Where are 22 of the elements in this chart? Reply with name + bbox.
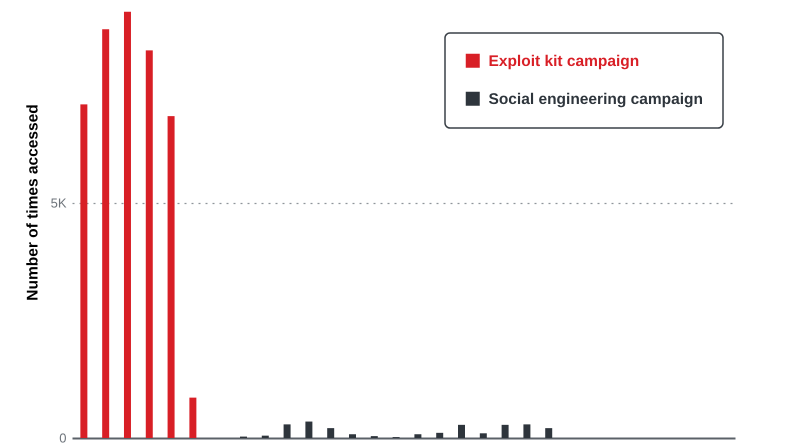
- bar: [284, 424, 291, 438]
- y-tick-label: 5K: [50, 196, 67, 211]
- bar: [124, 12, 131, 438]
- bar: [327, 428, 334, 438]
- bar: [523, 424, 530, 438]
- bar: [146, 50, 153, 438]
- bar: [102, 29, 110, 438]
- bar: [80, 104, 88, 438]
- bar: [168, 116, 175, 438]
- bar: [545, 428, 552, 438]
- legend-label: Social engineering campaign: [488, 90, 703, 108]
- bar: [189, 398, 196, 438]
- y-axis-title: Number of times accessed: [24, 104, 42, 301]
- bar: [348, 434, 356, 438]
- y-tick-label: 0: [59, 430, 66, 445]
- bar: [480, 433, 487, 438]
- bar: [458, 424, 466, 438]
- bar: [305, 422, 312, 438]
- bar: [414, 434, 422, 438]
- bar: [436, 432, 444, 438]
- bar: [502, 424, 509, 438]
- legend-label: Exploit kit campaign: [488, 52, 640, 70]
